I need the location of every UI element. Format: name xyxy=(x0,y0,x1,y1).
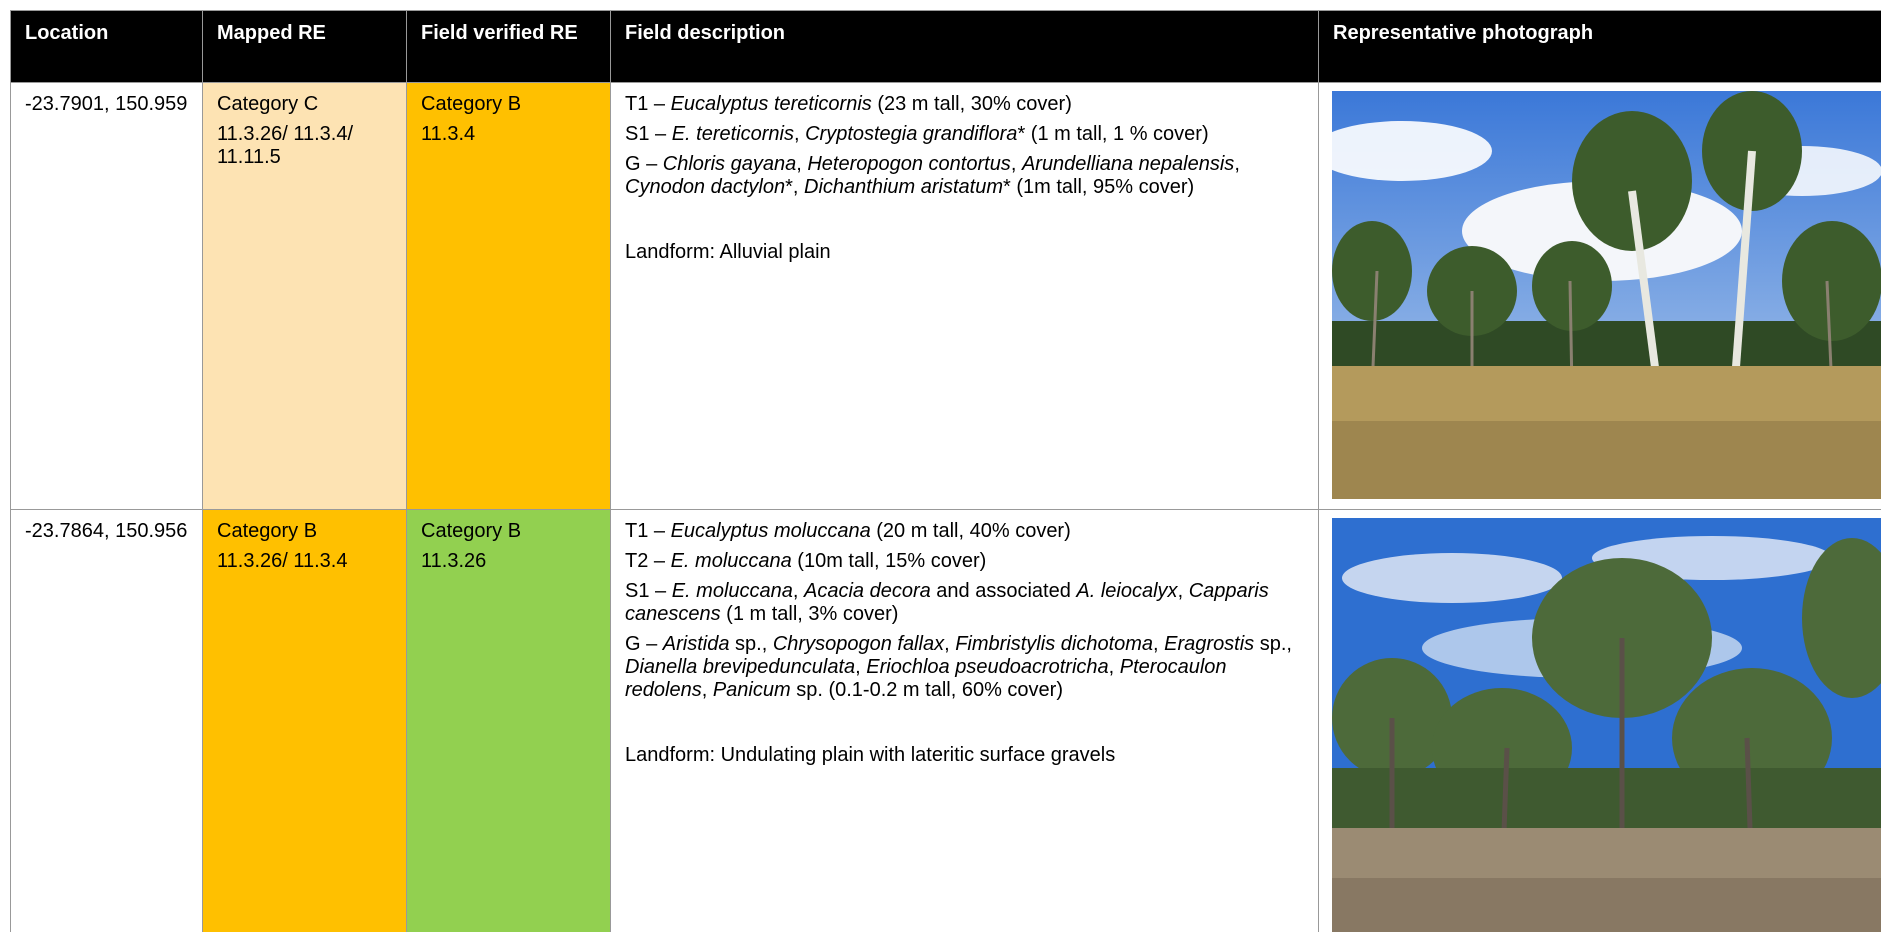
species-name: Eucalyptus moluccana xyxy=(670,520,871,542)
description-line: T1 – Eucalyptus tereticornis (23 m tall,… xyxy=(625,93,1304,116)
landform: Landform: Alluvial plain xyxy=(625,241,831,263)
description-line: G – Chloris gayana, Heteropogon contortu… xyxy=(625,153,1304,199)
text-run: (20 m tall, 40% cover) xyxy=(870,520,1071,542)
text-run: sp. (0.1-0.2 m tall, 60% cover) xyxy=(790,679,1063,701)
text-run: , xyxy=(701,679,713,701)
column-header: Location xyxy=(10,10,202,82)
column-header: Field description xyxy=(610,10,1318,82)
species-name: Cryptostegia grandiflora xyxy=(805,123,1018,145)
re-cell: Category C 11.3.26/ 11.3.4/ 11.11.5 xyxy=(202,82,406,509)
species-name: A. leiocalyx xyxy=(1076,580,1178,602)
species-name: Capparis canescens xyxy=(625,580,1269,625)
text-run: T1 – xyxy=(625,520,671,542)
species-name: Chloris gayana xyxy=(662,153,797,175)
description-line: T1 – Eucalyptus moluccana (20 m tall, 40… xyxy=(625,520,1304,543)
species-name: Dichanthium aristatum xyxy=(804,176,1003,198)
text-run: , xyxy=(793,123,806,145)
text-run: , xyxy=(792,580,804,602)
text-run: sp., xyxy=(729,633,773,655)
field-description: T1 – Eucalyptus tereticornis (23 m tall,… xyxy=(610,82,1318,509)
species-name: Cynodon dactylon xyxy=(625,176,786,198)
text-run: sp., xyxy=(1254,633,1292,655)
species-name: Panicum xyxy=(712,679,791,701)
species-name: Fimbristylis dichotoma xyxy=(955,633,1154,655)
photo-cell xyxy=(1318,82,1881,509)
text-run: , xyxy=(1153,633,1165,655)
column-header: Mapped RE xyxy=(202,10,406,82)
species-name: Acacia decora xyxy=(804,580,931,602)
text-run: , xyxy=(1108,656,1120,678)
text-run: *, xyxy=(785,176,805,198)
text-run: * (1 m tall, 1 % cover) xyxy=(1017,123,1209,145)
photograph xyxy=(1332,518,1881,932)
text-run: G – xyxy=(625,633,663,655)
species-name: Arundelliana nepalensis xyxy=(1021,153,1235,175)
re-category: Category B xyxy=(421,93,522,115)
photo-cell xyxy=(1318,509,1881,932)
species-name: Chrysopogon fallax xyxy=(772,633,945,655)
re-category: Category B xyxy=(217,520,318,542)
species-name: Aristida xyxy=(662,633,730,655)
re-category: Category C xyxy=(217,93,319,115)
re-code: 11.3.26/ 11.3.4/ 11.11.5 xyxy=(217,123,354,168)
text-run: , xyxy=(1010,153,1022,175)
text-run: S1 – xyxy=(625,123,672,145)
re-code: 11.3.26 xyxy=(421,550,487,572)
photograph xyxy=(1332,91,1881,499)
text-run: and associated xyxy=(930,580,1077,602)
text-run: (1 m tall, 3% cover) xyxy=(720,603,899,625)
text-run: * (1m tall, 95% cover) xyxy=(1002,176,1195,198)
text-run: , xyxy=(944,633,956,655)
landform: Landform: Undulating plain with lateriti… xyxy=(625,744,1116,766)
re-cell: Category B 11.3.26/ 11.3.4 xyxy=(202,509,406,932)
text-run: (23 m tall, 30% cover) xyxy=(871,93,1072,115)
description-line: G – Aristida sp., Chrysopogon fallax, Fi… xyxy=(625,633,1304,702)
re-code: 11.3.4 xyxy=(421,123,476,145)
species-name: Eriochloa pseudoacrotricha xyxy=(866,656,1109,678)
location: -23.7864, 150.956 xyxy=(10,509,202,932)
field-description: T1 – Eucalyptus moluccana (20 m tall, 40… xyxy=(610,509,1318,932)
text-run: , xyxy=(796,153,808,175)
re-code: 11.3.26/ 11.3.4 xyxy=(217,550,348,572)
species-name: Eucalyptus tereticornis xyxy=(670,93,872,115)
species-name: E. tereticornis xyxy=(671,123,794,145)
text-run: G – xyxy=(625,153,663,175)
re-category: Category B xyxy=(421,520,522,542)
column-header: Representative photograph xyxy=(1318,10,1881,82)
text-run: , xyxy=(855,656,867,678)
description-line: S1 – E. moluccana, Acacia decora and ass… xyxy=(625,580,1304,626)
description-line: T2 – E. moluccana (10m tall, 15% cover) xyxy=(625,550,1304,573)
re-cell: Category B 11.3.4 xyxy=(406,82,610,509)
description-line: S1 – E. tereticornis, Cryptostegia grand… xyxy=(625,123,1304,146)
species-name: Pterocaulon redolens xyxy=(625,656,1227,701)
location: -23.7901, 150.959 xyxy=(10,82,202,509)
species-name: Dianella brevipedunculata xyxy=(625,656,856,678)
column-header: Field verified RE xyxy=(406,10,610,82)
text-run: S1 – xyxy=(625,580,672,602)
text-run: (10m tall, 15% cover) xyxy=(791,550,987,572)
text-run: T1 – xyxy=(625,93,671,115)
text-run: , xyxy=(1177,580,1189,602)
species-name: Eragrostis xyxy=(1164,633,1255,655)
text-run: , xyxy=(1234,153,1240,175)
species-name: E. moluccana xyxy=(671,580,793,602)
species-name: Heteropogon contortus xyxy=(807,153,1011,175)
species-name: E. moluccana xyxy=(670,550,792,572)
text-run: T2 – xyxy=(625,550,671,572)
re-cell: Category B 11.3.26 xyxy=(406,509,610,932)
